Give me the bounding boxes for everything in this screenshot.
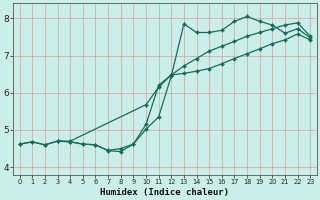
X-axis label: Humidex (Indice chaleur): Humidex (Indice chaleur) [100,188,229,197]
